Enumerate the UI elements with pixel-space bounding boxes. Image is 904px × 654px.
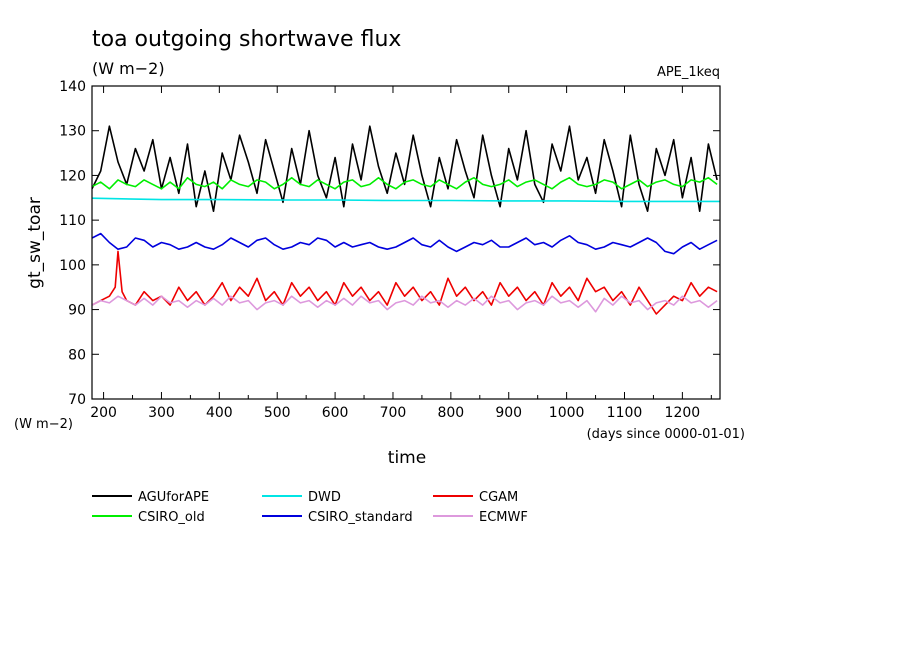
- y-tick-label: 90: [68, 303, 86, 319]
- series-line-dwd: [92, 197, 720, 203]
- x-tick: 700: [380, 86, 407, 421]
- legend-label: ECMWF: [479, 510, 528, 525]
- chart-subtitle-units: (W m−2): [92, 59, 165, 78]
- legend-item: CSIRO_standard: [262, 510, 413, 525]
- x-tick-label: 900: [495, 405, 522, 421]
- x-tick-label: 200: [90, 405, 117, 421]
- x-tick: 400: [206, 86, 233, 421]
- y-tick: 100: [59, 258, 720, 274]
- y-tick-label: 140: [59, 79, 86, 95]
- y-tick: 120: [59, 168, 720, 184]
- legend-item: ECMWF: [433, 510, 528, 525]
- legend-item: DWD: [262, 490, 341, 505]
- x-tick-label: 1200: [665, 405, 701, 421]
- axis-ticks: 70 80 90 100 110 120 130 140 200 300 400 500 600 700 8…: [59, 79, 720, 421]
- y-tick-label: 130: [59, 124, 86, 140]
- legend-label: CGAM: [479, 490, 518, 505]
- y-tick-label: 80: [68, 347, 86, 363]
- x-tick-label: 700: [380, 405, 407, 421]
- legend-item: CGAM: [433, 490, 518, 505]
- chart-title: toa outgoing shortwave flux: [92, 27, 401, 52]
- y-axis-label: gt_sw_toar: [25, 197, 45, 289]
- x-tick: 300: [148, 86, 175, 421]
- x-tick-label: 600: [322, 405, 349, 421]
- legend: AGUforAPE CSIRO_old DWD CSIRO_standard CGAM E…: [92, 490, 528, 525]
- y-tick-label: 120: [59, 168, 86, 184]
- y-tick: 130: [59, 124, 720, 140]
- series-line-csiro-old: [92, 176, 718, 190]
- legend-label: CSIRO_standard: [308, 510, 413, 525]
- x-tick-label: 300: [148, 405, 175, 421]
- x-tick: 1000: [549, 86, 585, 421]
- y-tick-label: 110: [59, 213, 86, 229]
- series-line-csiro-standard: [92, 232, 718, 255]
- x-tick-label: 1000: [549, 405, 585, 421]
- experiment-label: APE_1keq: [657, 65, 720, 80]
- x-axis-label: time: [388, 448, 426, 468]
- legend-label: DWD: [308, 490, 341, 505]
- legend-item: AGUforAPE: [92, 490, 209, 505]
- x-tick-label: 400: [206, 405, 233, 421]
- x-tick: 200: [90, 86, 117, 421]
- x-tick: 1200: [665, 86, 701, 421]
- x-tick-label: 500: [264, 405, 291, 421]
- series-line-cgam: [92, 250, 718, 315]
- series-layer: [92, 125, 720, 315]
- x-tick-label: 1100: [607, 405, 643, 421]
- y-tick-label: 70: [68, 392, 86, 408]
- series-line-ecmwf: [92, 295, 718, 313]
- y-tick: 110: [59, 213, 720, 229]
- x-axis-units: (days since 0000-01-01): [587, 427, 745, 442]
- x-tick: 900: [495, 86, 522, 421]
- x-tick: 1100: [607, 86, 643, 421]
- x-tick-label: 800: [437, 405, 464, 421]
- legend-item: CSIRO_old: [92, 510, 205, 525]
- y-tick-label: 100: [59, 258, 86, 274]
- legend-label: CSIRO_old: [138, 510, 205, 525]
- series-line-aguforape: [92, 125, 718, 212]
- y-axis-units: (W m−2): [14, 417, 73, 432]
- x-tick: 800: [437, 86, 464, 421]
- x-tick: 600: [322, 86, 349, 421]
- x-tick: 500: [264, 86, 291, 421]
- y-tick: 90: [68, 303, 720, 319]
- plot-frame: [91, 85, 721, 400]
- legend-label: AGUforAPE: [138, 490, 209, 505]
- y-tick: 80: [68, 347, 720, 363]
